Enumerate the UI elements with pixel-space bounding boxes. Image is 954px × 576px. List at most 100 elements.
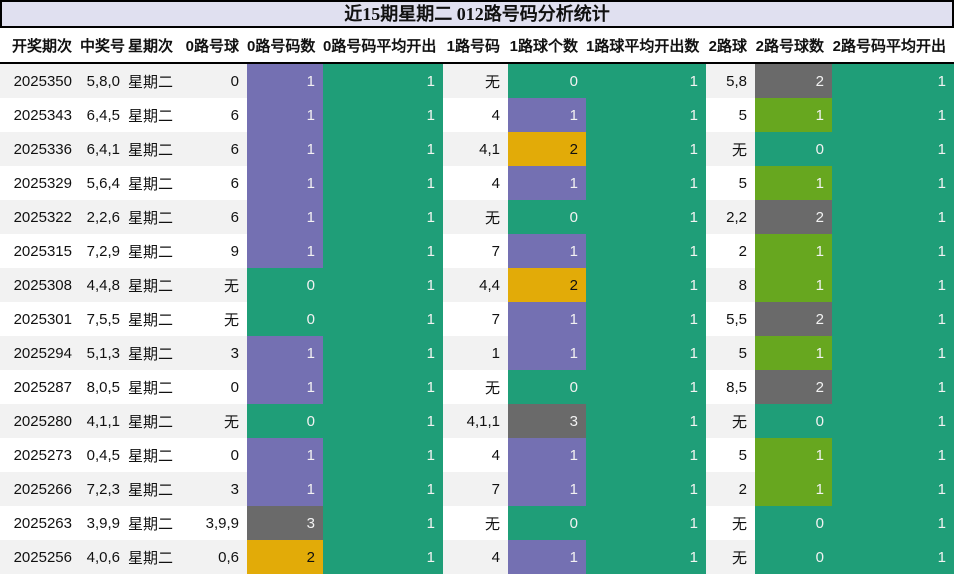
- cell-road1-count: 0: [508, 370, 586, 404]
- cell-weekday: 星期二: [128, 447, 174, 465]
- table-row: 2025266 7,2,3 星期二 3 1 1 7 1 1 2 1 1: [0, 472, 954, 506]
- cell-road2-count: 0: [755, 132, 832, 166]
- column-header-road2-average: 2路号码平均开出: [832, 28, 954, 64]
- cell-road1-balls: 4: [491, 446, 500, 464]
- cell-road2-balls: 2: [738, 242, 747, 260]
- cell-road0-average: 1: [323, 302, 443, 336]
- cell-road2-balls: 5: [738, 344, 747, 362]
- cell-road0-balls: 0: [230, 446, 239, 464]
- cell-road2-balls: 无: [731, 141, 747, 159]
- cell-road1-balls: 7: [491, 310, 500, 328]
- cell-road1-balls: 7: [491, 242, 500, 260]
- cell-draw-period: 2025301: [13, 310, 72, 328]
- cell-road1-average: 1: [586, 200, 706, 234]
- cell-road2-count: 0: [755, 404, 832, 438]
- cell-winning-numbers: 3,9,9: [86, 514, 120, 532]
- cell-road2-balls: 5: [738, 174, 747, 192]
- cell-weekday: 星期二: [128, 243, 174, 261]
- cell-road0-count: 1: [247, 472, 323, 506]
- cell-road1-balls: 1: [491, 344, 500, 362]
- cell-road0-count: 0: [247, 268, 323, 302]
- cell-road0-balls: 3: [230, 480, 239, 498]
- cell-road0-balls: 无: [223, 311, 239, 329]
- cell-road0-balls: 6: [230, 208, 239, 226]
- cell-road1-count: 3: [508, 404, 586, 438]
- cell-road0-average: 1: [323, 438, 443, 472]
- cell-road0-count: 1: [247, 336, 323, 370]
- cell-draw-period: 2025308: [13, 276, 72, 294]
- cell-road2-balls: 2: [738, 480, 747, 498]
- cell-road0-average: 1: [323, 132, 443, 166]
- cell-road2-count: 1: [755, 472, 832, 506]
- table-row: 2025343 6,4,5 星期二 6 1 1 4 1 1 5 1 1: [0, 98, 954, 132]
- cell-road2-balls: 无: [731, 413, 747, 431]
- cell-road2-count: 1: [755, 166, 832, 200]
- cell-road0-balls: 3: [230, 344, 239, 362]
- cell-road2-average: 1: [832, 370, 954, 404]
- cell-road0-count: 1: [247, 200, 323, 234]
- cell-road2-average: 1: [832, 268, 954, 302]
- cell-road2-count: 1: [755, 336, 832, 370]
- cell-weekday: 星期二: [128, 277, 174, 295]
- cell-road2-average: 1: [832, 166, 954, 200]
- cell-road1-average: 1: [586, 63, 706, 98]
- table-row: 2025280 4,1,1 星期二无 0 1 4,1,1 3 1 无 0 1: [0, 404, 954, 438]
- cell-road1-balls: 4,4: [479, 276, 500, 294]
- table-row: 2025315 7,2,9 星期二 9 1 1 7 1 1 2 1 1: [0, 234, 954, 268]
- column-header-road2-count: 2路号球数: [755, 28, 832, 64]
- cell-road0-average: 1: [323, 472, 443, 506]
- cell-road2-count: 1: [755, 234, 832, 268]
- cell-road1-average: 1: [586, 234, 706, 268]
- cell-road2-average: 1: [832, 404, 954, 438]
- cell-draw-period: 2025343: [13, 106, 72, 124]
- cell-road1-balls: 无: [484, 515, 500, 533]
- cell-road1-count: 1: [508, 540, 586, 574]
- cell-weekday: 星期二: [128, 549, 174, 567]
- cell-road1-count: 1: [508, 166, 586, 200]
- cell-weekday: 星期二: [128, 73, 174, 91]
- column-header-road0-average: 0路号码平均开出: [323, 28, 443, 64]
- column-header-road1-average: 1路球平均开出数: [586, 28, 706, 64]
- cell-road1-count: 1: [508, 336, 586, 370]
- cell-road1-balls: 4: [491, 174, 500, 192]
- cell-road2-count: 1: [755, 438, 832, 472]
- table-row: 2025322 2,2,6 星期二 6 1 1 无 0 1 2,2 2 1: [0, 200, 954, 234]
- cell-road2-balls: 无: [731, 549, 747, 567]
- cell-road0-count: 2: [247, 540, 323, 574]
- cell-road2-average: 1: [832, 200, 954, 234]
- cell-weekday: 星期二: [128, 481, 174, 499]
- cell-weekday: 星期二: [128, 141, 174, 159]
- cell-road1-average: 1: [586, 302, 706, 336]
- cell-winning-numbers: 7,2,9: [86, 242, 120, 260]
- cell-weekday: 星期二: [128, 413, 174, 431]
- cell-road1-average: 1: [586, 472, 706, 506]
- cell-road1-average: 1: [586, 370, 706, 404]
- cell-road2-balls: 无: [731, 515, 747, 533]
- cell-road1-average: 1: [586, 166, 706, 200]
- cell-road0-balls: 6: [230, 140, 239, 158]
- column-header-winning-numbers: 中奖号: [80, 28, 128, 64]
- cell-road2-count: 0: [755, 540, 832, 574]
- cell-road0-average: 1: [323, 234, 443, 268]
- cell-road0-count: 1: [247, 166, 323, 200]
- cell-road2-count: 2: [755, 200, 832, 234]
- cell-road0-average: 1: [323, 166, 443, 200]
- table-row: 2025336 6,4,1 星期二 6 1 1 4,1 2 1 无 0 1: [0, 132, 954, 166]
- cell-road0-average: 1: [323, 336, 443, 370]
- cell-road1-count: 2: [508, 268, 586, 302]
- cell-draw-period: 2025329: [13, 174, 72, 192]
- cell-road1-average: 1: [586, 336, 706, 370]
- cell-road1-balls: 4: [491, 548, 500, 566]
- cell-winning-numbers: 7,5,5: [86, 310, 120, 328]
- cell-road1-balls: 无: [484, 209, 500, 227]
- cell-weekday: 星期二: [128, 515, 174, 533]
- cell-road0-balls: 无: [223, 413, 239, 431]
- table-row: 2025301 7,5,5 星期二无 0 1 7 1 1 5,5 2 1: [0, 302, 954, 336]
- cell-road0-balls: 9: [230, 242, 239, 260]
- cell-road1-balls: 无: [484, 73, 500, 91]
- cell-winning-numbers: 7,2,3: [86, 480, 120, 498]
- cell-road1-average: 1: [586, 404, 706, 438]
- cell-road0-count: 1: [247, 98, 323, 132]
- page-title-bar: 近15期星期二 012路号码分析统计: [0, 0, 954, 28]
- column-header-road1-count: 1路球个数: [508, 28, 586, 64]
